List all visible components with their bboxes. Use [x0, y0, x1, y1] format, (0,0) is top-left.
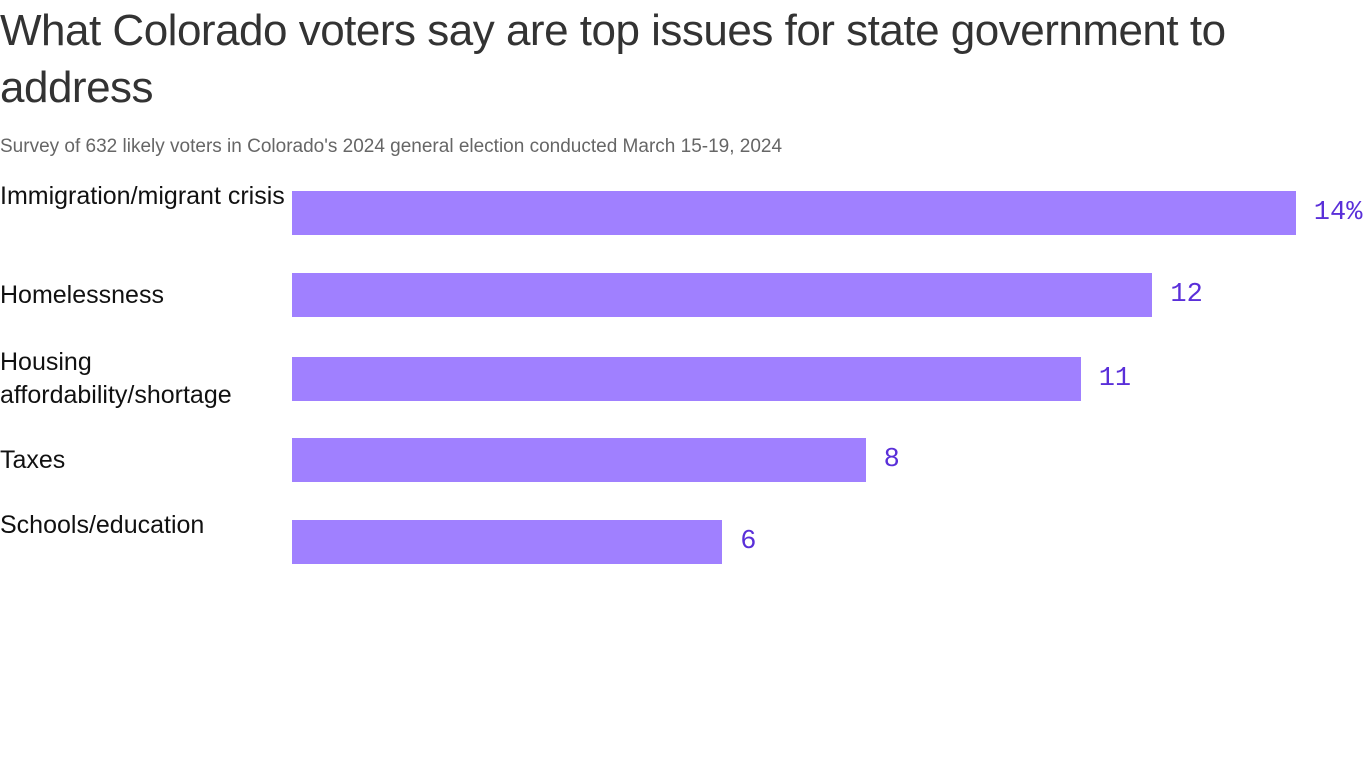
bar: [292, 191, 1296, 235]
data-label: 12: [1170, 280, 1203, 310]
category-label: Homelessness: [0, 280, 164, 309]
data-label: 6: [740, 527, 757, 557]
chart-title: What Colorado voters say are top issues …: [0, 6, 1226, 112]
category-label: Immigration/migrant crisis: [0, 182, 285, 210]
chart-subtitle: Survey of 632 likely voters in Colorado'…: [0, 136, 783, 157]
data-label: 8: [883, 445, 900, 475]
category-label: Schools/education: [0, 511, 205, 539]
bar: [292, 357, 1081, 401]
bar: [292, 520, 723, 564]
data-label: 11: [1098, 364, 1132, 394]
data-label: 14%: [1313, 198, 1363, 228]
category-label: Housing affordability/shortage: [0, 348, 232, 409]
bar: [292, 438, 866, 482]
bar: [292, 273, 1153, 317]
category-label: Taxes: [0, 445, 66, 474]
